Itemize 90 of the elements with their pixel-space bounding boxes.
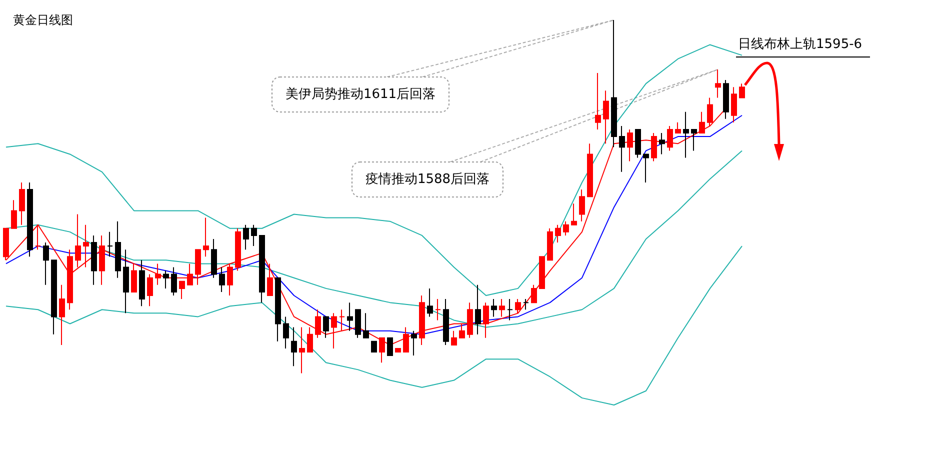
candlestick <box>371 340 377 353</box>
candlestick <box>363 312 369 338</box>
candlestick <box>739 83 745 98</box>
candlestick <box>267 263 273 296</box>
candlestick <box>59 284 65 346</box>
candlestick <box>195 249 201 286</box>
candlestick <box>675 122 681 134</box>
candlestick <box>539 256 545 289</box>
candlestick <box>259 234 265 304</box>
candlestick <box>547 228 553 261</box>
candlestick <box>467 302 473 338</box>
candlestick <box>219 266 225 292</box>
candlestick <box>619 125 625 172</box>
candlestick <box>699 111 705 134</box>
candlestick <box>483 302 489 338</box>
candlestick <box>315 309 321 338</box>
candlestick <box>99 234 105 286</box>
candlestick <box>139 260 145 307</box>
candlestick <box>11 200 17 229</box>
candlestick <box>323 316 329 338</box>
candlestick <box>443 298 449 346</box>
candlestick <box>731 86 737 123</box>
candlestick <box>395 348 401 353</box>
annotation: 美伊局势推动1611后回落 <box>285 86 436 102</box>
candlestick <box>291 326 297 367</box>
candlestick <box>611 20 617 148</box>
candlestick <box>411 330 417 356</box>
candlestick <box>115 220 121 278</box>
candlestick <box>83 224 89 268</box>
candlestick <box>651 132 657 162</box>
candlestick <box>35 224 41 250</box>
candlestick <box>75 214 81 268</box>
candlestick <box>275 277 281 342</box>
candlestick <box>499 298 505 318</box>
candlestick <box>523 298 529 310</box>
candlestick <box>171 266 177 296</box>
candlestick <box>235 228 241 272</box>
candlestick <box>67 249 73 310</box>
candlestick <box>243 224 249 250</box>
candlestick <box>667 125 673 152</box>
candlestick <box>91 234 97 286</box>
candlestick <box>451 330 457 346</box>
candlestick <box>299 326 305 374</box>
candlestick <box>571 203 577 226</box>
candlestick <box>595 72 601 130</box>
candlestick <box>147 274 153 307</box>
candlestick <box>163 270 169 289</box>
candlestick <box>251 224 257 247</box>
candlestick <box>627 128 633 162</box>
candlestick <box>339 309 345 332</box>
chart-title: 黄金日线图 <box>13 13 73 27</box>
candlestick <box>387 337 393 356</box>
candlestick <box>643 154 649 183</box>
candlestick <box>459 323 465 338</box>
candlestick <box>507 298 513 321</box>
candlestick <box>475 284 481 335</box>
annotation: 疫情推动1588后回落 <box>365 172 490 187</box>
candlestick <box>515 298 521 314</box>
candlestick <box>723 80 729 120</box>
candlestick <box>107 231 113 258</box>
candlestick <box>579 189 585 222</box>
candlestick <box>283 316 289 349</box>
candlestick <box>203 217 209 258</box>
candlestick <box>27 182 33 258</box>
candlestick <box>563 220 569 236</box>
annotation: 日线布林上轨1595-6 <box>738 37 862 52</box>
candlestick <box>491 298 497 318</box>
candlestick <box>51 260 57 335</box>
candlestick <box>211 238 217 278</box>
candlestick <box>155 263 161 286</box>
candlestick <box>531 284 537 304</box>
candlestick <box>435 298 441 321</box>
candlestick <box>587 143 593 198</box>
candlestick <box>683 111 689 158</box>
candlestick <box>227 263 233 296</box>
candlestick <box>603 90 609 144</box>
candlestick <box>427 288 433 318</box>
candlestick <box>635 128 641 158</box>
candlestick <box>715 68 721 98</box>
candlestick <box>131 263 137 292</box>
candlestick <box>179 280 185 300</box>
candlestick <box>659 132 665 155</box>
candlestick <box>43 242 49 286</box>
candlestick <box>347 302 353 332</box>
candlestick <box>123 249 129 314</box>
candlestick <box>19 182 25 226</box>
candlestick <box>555 224 561 244</box>
candlestick <box>355 309 361 338</box>
candlestick <box>187 263 193 286</box>
candlestick <box>691 128 697 152</box>
